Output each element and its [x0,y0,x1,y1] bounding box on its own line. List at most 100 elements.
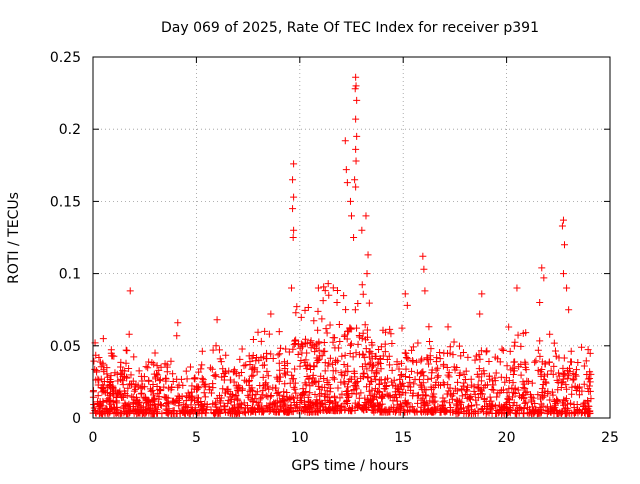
y-tick-label: 0.25 [50,50,81,66]
data-point [439,362,447,370]
data-point [294,340,302,348]
data-point [148,386,156,394]
data-point [346,341,354,349]
data-point-peak [561,241,569,249]
data-point-peak [212,342,220,350]
data-point [586,368,594,376]
data-point [265,330,273,338]
data-point [145,377,153,385]
data-point [117,409,125,417]
data-point [421,401,429,409]
data-point [94,392,102,400]
data-point [453,364,461,372]
data-point [326,354,334,362]
data-point [541,360,549,368]
data-point [555,372,563,380]
data-point [106,378,114,386]
data-point [331,344,339,352]
data-point-peak [351,176,359,184]
data-point [141,410,149,418]
data-point [449,408,457,416]
data-point [131,383,139,391]
data-point [198,374,206,382]
data-point [293,407,301,415]
data-point [491,374,499,382]
data-point [314,307,322,315]
data-point [119,367,127,375]
data-point [307,365,315,373]
data-point [439,379,447,387]
data-point [417,357,425,365]
data-point-peak [314,284,322,292]
data-point [387,404,395,412]
data-point [152,375,160,383]
data-point [317,400,325,408]
data-point-peak [540,274,548,282]
data-point [455,409,463,417]
data-point [145,358,153,366]
data-point [574,384,582,392]
data-point [414,339,422,347]
data-point [509,371,517,379]
data-point [306,339,314,347]
data-point [200,381,208,389]
data-point [432,358,440,366]
data-point [440,406,448,414]
data-point [125,405,133,413]
data-point-peak [476,310,484,318]
data-point [341,406,349,414]
axis-ticks: 0 5 10 15 20 25 0 0.05 0.1 0.15 0.2 0.25 [50,50,619,446]
data-point [433,373,441,381]
data-point [200,389,208,397]
data-point [182,367,190,375]
data-point [168,383,176,391]
data-point [451,385,459,393]
data-point [397,371,405,379]
data-point [462,367,470,375]
data-point [235,408,243,416]
data-point [351,399,359,407]
data-point [331,375,339,383]
data-point-peak [325,291,333,299]
data-point [368,386,376,394]
data-point [324,280,332,288]
data-point [210,372,218,380]
data-point [103,364,111,372]
data-point [373,387,381,395]
data-point [363,365,371,373]
data-point [98,388,106,396]
data-point [498,405,506,413]
data-point [413,392,421,400]
data-point [329,334,337,342]
data-point [169,397,177,405]
data-point [485,372,493,380]
data-point [533,409,541,417]
x-tick-label: 20 [498,430,516,446]
data-point [292,336,300,344]
data-point [326,321,334,329]
data-point [331,398,339,406]
data-point [406,378,414,386]
data-point [323,376,331,384]
data-point [576,407,584,415]
data-point [532,357,540,365]
data-point-peak [126,287,134,295]
data-point [423,407,431,415]
data-point [348,404,356,412]
data-point [212,403,220,411]
data-point [370,372,378,380]
data-point [286,379,294,387]
data-point [329,284,337,292]
data-point-peak [403,301,411,309]
data-point [335,320,343,328]
data-point [549,406,557,414]
data-point [580,380,588,388]
data-point [425,323,433,331]
data-point [305,374,313,382]
data-point [309,374,317,382]
data-point [121,372,129,380]
data-point-peak [350,234,358,241]
data-point [354,378,362,386]
data-point [265,385,273,393]
x-tick-label: 15 [394,430,412,446]
